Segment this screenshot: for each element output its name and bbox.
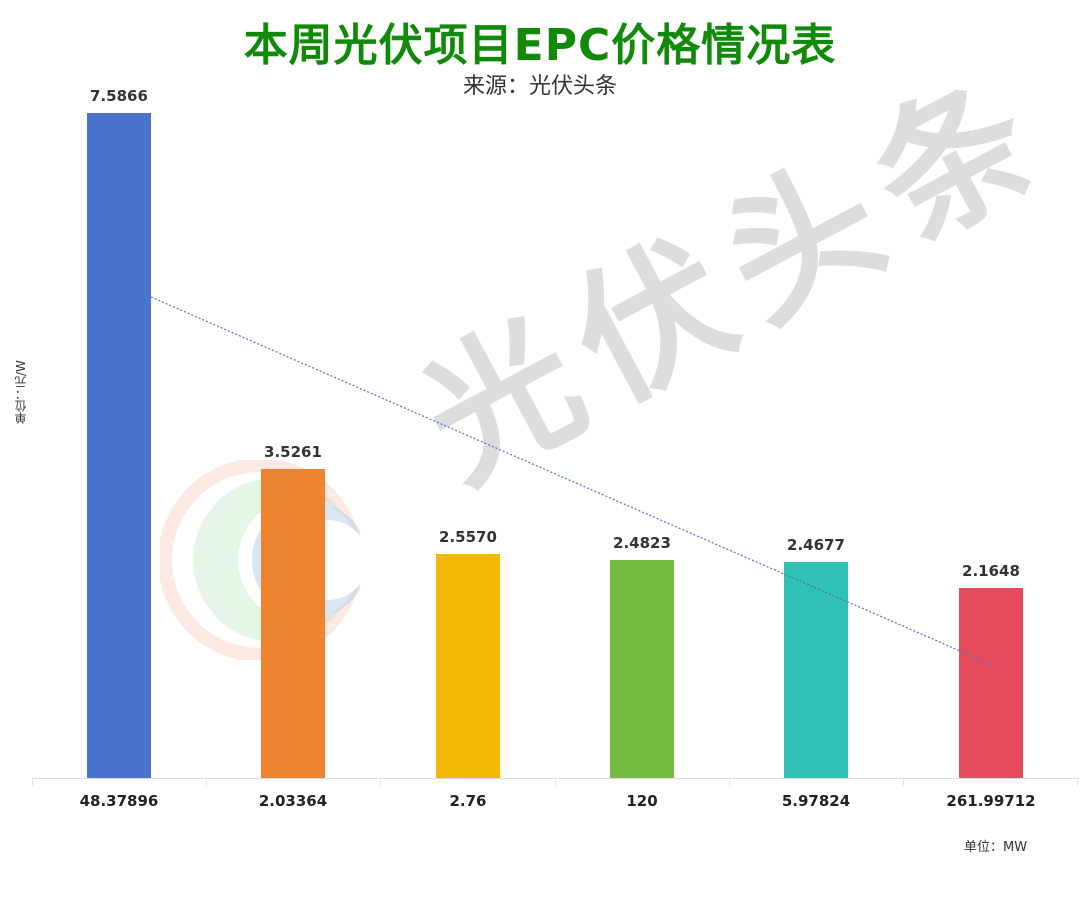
bar[interactable]	[610, 560, 674, 778]
x-axis-tick-label: 2.03364	[258, 792, 328, 810]
bar[interactable]	[87, 113, 151, 778]
bar-value-label: 2.4677	[787, 535, 845, 554]
x-axis-tick-label: 120	[626, 792, 658, 810]
x-axis-tick	[903, 778, 904, 786]
x-axis-line	[32, 778, 1080, 779]
x-axis-tick	[380, 778, 381, 786]
x-axis-tick-label: 48.37896	[79, 792, 159, 810]
x-axis-tick-label: 261.99712	[946, 792, 1036, 810]
x-axis-tick	[206, 778, 207, 786]
x-axis-tick	[32, 778, 33, 786]
chart-title: 本周光伏项目EPC价格情况表	[243, 20, 837, 71]
bar[interactable]	[959, 588, 1023, 778]
x-axis-tick	[1077, 778, 1078, 786]
bar-value-label: 2.1648	[962, 562, 1020, 581]
x-axis-tick	[555, 778, 556, 786]
chart-subtitle: 来源：光伏头条	[462, 74, 617, 99]
x-axis-unit-label: 单位：MW	[964, 840, 1028, 855]
bar[interactable]	[261, 468, 325, 778]
bar-value-label: 2.5570	[439, 527, 497, 546]
x-axis-tick-label: 2.76	[449, 792, 487, 810]
x-axis-tick-label: 5.97824	[781, 792, 851, 810]
bar-value-label: 3.5261	[264, 442, 322, 461]
bar[interactable]	[436, 553, 500, 778]
x-axis-tick	[729, 778, 730, 786]
bar-value-label: 7.5866	[90, 87, 148, 105]
bar-value-label: 2.4823	[613, 534, 671, 553]
